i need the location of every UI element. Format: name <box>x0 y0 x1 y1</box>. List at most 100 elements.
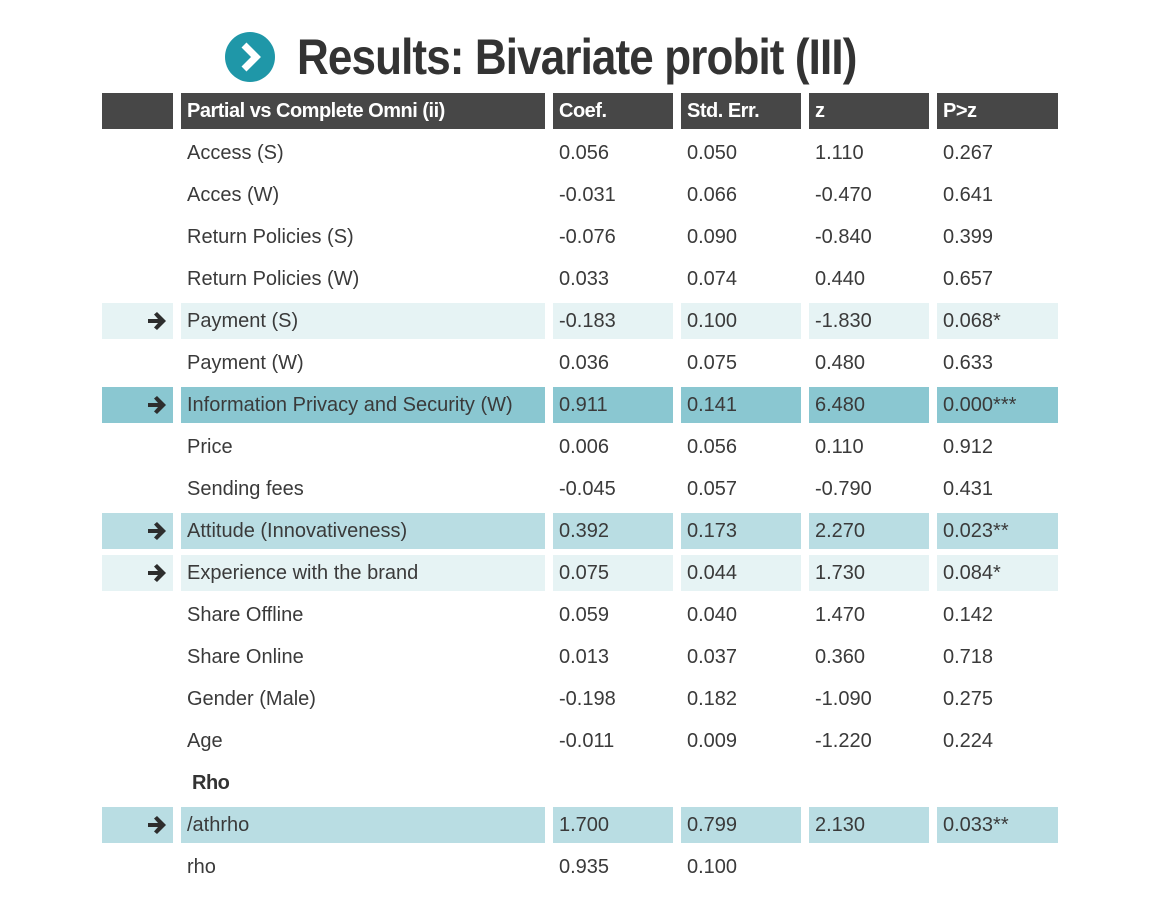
row-cell-std-err: 0.141 <box>681 387 801 423</box>
row-cell-coef: -0.031 <box>559 183 616 206</box>
header-cell-label: Partial vs Complete Omni (ii) <box>181 93 545 129</box>
arrow-right-icon <box>148 522 166 540</box>
row-cell-std-err: 0.182 <box>687 687 738 710</box>
row-cell-coef: -0.045 <box>559 477 616 500</box>
header-cell-z: z <box>809 93 929 129</box>
row-cell-label: Sending fees <box>187 477 304 500</box>
row-marker-cell <box>102 807 173 843</box>
row-cell-label: Payment (S) <box>181 303 545 339</box>
row-cell-p-value: 0.431 <box>943 477 994 500</box>
row-marker-cell <box>102 261 173 297</box>
row-cell-z: 0.110 <box>815 435 864 458</box>
row-cell-label: Price <box>187 435 233 458</box>
row-cell-std-err: 0.075 <box>687 351 738 374</box>
row-cell-std-err: 0.066 <box>687 183 738 206</box>
row-cell-std-err: 0.074 <box>687 267 738 290</box>
row-cell-p-value: 0.033** <box>937 807 1058 843</box>
row-cell-z: 2.130 <box>809 807 929 843</box>
row-cell-std-err: 0.040 <box>687 603 738 626</box>
row-cell-label: /athrho <box>181 807 545 843</box>
header-cell-p-value: P>z <box>937 93 1058 129</box>
row-cell-std-err: 0.057 <box>687 477 738 500</box>
row-cell-z: 2.270 <box>809 513 929 549</box>
row-cell-p-value: 0.023** <box>937 513 1058 549</box>
row-marker-cell <box>102 849 173 885</box>
slide-title-area: Results: Bivariate probit (III) <box>0 22 1158 92</box>
row-cell-label: rho <box>187 855 216 878</box>
row-marker-cell <box>102 723 173 759</box>
row-marker-cell <box>102 555 173 591</box>
row-cell-z: 1.730 <box>809 555 929 591</box>
row-cell-std-err: 0.100 <box>681 303 801 339</box>
row-cell-p-value: 0.912 <box>943 435 994 458</box>
row-marker-cell <box>102 513 173 549</box>
row-cell-std-err: 0.090 <box>687 225 738 248</box>
row-cell-p-value: 0.275 <box>943 687 994 710</box>
row-cell-z: 1.470 <box>815 603 866 626</box>
row-cell-coef: 0.935 <box>559 855 610 878</box>
row-cell-p-value <box>937 849 1058 885</box>
row-cell-coef: -0.198 <box>559 687 616 710</box>
header-cell-std-err: Std. Err. <box>681 93 801 129</box>
row-cell-coef: 0.036 <box>559 351 610 374</box>
row-cell-coef: -0.183 <box>553 303 673 339</box>
row-marker-cell <box>102 597 173 633</box>
row-marker-cell <box>102 639 173 675</box>
row-cell-std-err: 0.044 <box>681 555 801 591</box>
chevron-right-circle-icon <box>225 32 276 82</box>
row-cell-z: -1.090 <box>815 687 872 710</box>
row-cell-p-value: 0.718 <box>943 645 994 668</box>
row-cell-label: Experience with the brand <box>181 555 545 591</box>
row-cell-coef: 0.075 <box>553 555 673 591</box>
row-cell-z: 1.110 <box>815 141 864 164</box>
row-marker-cell <box>102 429 173 465</box>
row-cell-p-value: 0.068* <box>937 303 1058 339</box>
row-cell-coef: -0.076 <box>559 225 616 248</box>
row-cell-z: -1.830 <box>809 303 929 339</box>
row-marker-cell <box>102 219 173 255</box>
section-label: Rho <box>192 771 230 794</box>
row-cell-p-value: 0.641 <box>943 183 994 206</box>
row-cell-z: -1.220 <box>815 729 872 752</box>
row-cell-z: 6.480 <box>809 387 929 423</box>
row-cell-coef: 1.700 <box>553 807 673 843</box>
row-cell-z: 0.360 <box>815 645 866 668</box>
page-title: Results: Bivariate probit (III) <box>297 29 857 85</box>
row-cell-z: -0.790 <box>815 477 872 500</box>
row-cell-label: Information Privacy and Security (W) <box>181 387 545 423</box>
row-cell-std-err: 0.056 <box>687 435 738 458</box>
row-cell-coef: 0.033 <box>559 267 610 290</box>
row-cell-p-value: 0.000*** <box>937 387 1058 423</box>
row-cell-std-err: 0.100 <box>687 855 738 878</box>
row-cell-label: Share Online <box>187 645 304 668</box>
arrow-right-icon <box>148 396 166 414</box>
row-cell-std-err: 0.037 <box>687 645 738 668</box>
row-marker-cell <box>102 387 173 423</box>
row-marker-cell <box>102 177 173 213</box>
row-cell-p-value: 0.084* <box>937 555 1058 591</box>
row-cell-p-value: 0.399 <box>943 225 994 248</box>
row-marker-cell <box>102 471 173 507</box>
row-cell-p-value: 0.657 <box>943 267 994 290</box>
row-marker-cell <box>102 135 173 171</box>
header-cell-coef: Coef. <box>553 93 673 129</box>
row-marker-cell <box>102 303 173 339</box>
row-cell-std-err: 0.009 <box>687 729 738 752</box>
row-cell-label: Gender (Male) <box>187 687 316 710</box>
row-cell-coef: 0.911 <box>553 387 673 423</box>
row-cell-label: Return Policies (S) <box>187 225 354 248</box>
row-cell-p-value: 0.142 <box>943 603 994 626</box>
header-cell-blank <box>102 93 173 129</box>
row-cell-z <box>809 849 929 885</box>
row-cell-coef: 0.392 <box>553 513 673 549</box>
row-cell-coef: -0.011 <box>559 729 615 752</box>
row-marker-cell <box>102 345 173 381</box>
row-cell-coef: 0.006 <box>559 435 610 458</box>
row-cell-std-err: 0.050 <box>687 141 738 164</box>
row-marker-cell <box>102 681 173 717</box>
arrow-right-icon <box>148 312 166 330</box>
row-cell-std-err: 0.799 <box>681 807 801 843</box>
row-cell-coef: 0.059 <box>559 603 610 626</box>
row-cell-label: Share Offline <box>187 603 304 626</box>
